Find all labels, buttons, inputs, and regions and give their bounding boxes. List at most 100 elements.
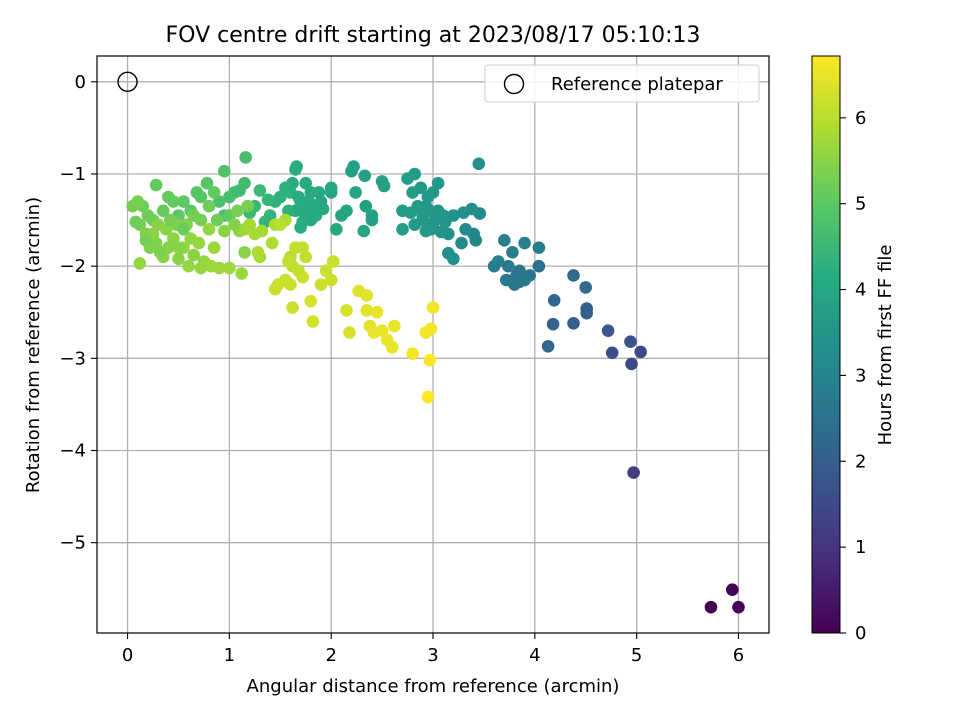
data-point	[282, 255, 295, 268]
data-point	[359, 199, 373, 213]
data-point	[634, 345, 647, 359]
data-point	[442, 246, 455, 260]
data-point	[261, 193, 275, 207]
data-point	[139, 234, 153, 247]
x-tick-label: 3	[427, 645, 438, 666]
data-point	[223, 261, 236, 275]
data-point	[447, 209, 460, 222]
chart-title: FOV centre drift starting at 2023/08/17 …	[166, 23, 701, 48]
legend: Reference platepar	[484, 64, 760, 103]
data-point	[625, 357, 638, 371]
x-tick-label: 0	[122, 645, 133, 666]
colorbar-tick-label: 5	[855, 194, 866, 215]
data-point	[207, 186, 221, 199]
data-point	[370, 305, 384, 319]
data-point	[304, 294, 318, 308]
x-tick-label: 5	[631, 645, 642, 666]
y-tick-label: −3	[59, 348, 86, 369]
colorbar-tick-label: 4	[855, 280, 866, 301]
data-point	[491, 255, 505, 268]
data-point	[207, 241, 221, 254]
colorbar-tick-label: 6	[855, 108, 866, 129]
data-point	[141, 209, 155, 222]
data-point	[423, 204, 437, 218]
data-point	[406, 347, 419, 361]
data-point	[419, 224, 433, 238]
data-point	[265, 236, 279, 250]
data-point	[294, 221, 307, 234]
data-point	[187, 248, 200, 262]
data-point	[251, 246, 265, 259]
data-point	[324, 273, 338, 287]
data-point	[177, 195, 190, 208]
data-point	[192, 236, 206, 250]
data-point	[212, 195, 226, 208]
data-point	[349, 186, 362, 199]
data-point	[314, 278, 328, 291]
data-point	[182, 259, 195, 273]
data-point	[167, 232, 180, 245]
legend-marker	[503, 73, 525, 95]
data-point	[365, 213, 379, 227]
data-point	[431, 176, 445, 190]
y-tick-label: −2	[59, 256, 86, 277]
colorbar-tick-label: 0	[855, 623, 866, 644]
legend-label: Reference platepar	[551, 74, 723, 95]
data-point	[286, 301, 299, 314]
colorbar-tick-label: 3	[855, 365, 866, 386]
colorbar-tick-label: 1	[855, 537, 866, 558]
data-point	[500, 273, 513, 287]
data-point	[605, 346, 619, 360]
data-point	[472, 157, 486, 171]
x-tick-label: 2	[325, 645, 336, 666]
x-tick-label: 4	[529, 645, 540, 666]
data-point	[704, 600, 718, 614]
y-axis-ticks: 0 −1 −2 −3 −4 −5	[59, 72, 97, 554]
data-point	[627, 466, 640, 479]
data-point	[518, 236, 531, 250]
y-axis-label: Rotation from reference (arcmin)	[23, 197, 44, 493]
data-point	[726, 583, 739, 596]
y-tick-label: −5	[59, 533, 86, 554]
x-tick-label: 6	[733, 645, 744, 666]
data-point	[547, 294, 561, 307]
data-point	[396, 223, 409, 236]
data-point	[299, 176, 313, 190]
data-point	[408, 218, 422, 231]
data-point	[423, 353, 437, 367]
data-point	[164, 213, 177, 227]
data-point	[274, 218, 287, 231]
data-point	[162, 190, 175, 204]
data-point	[153, 246, 167, 259]
x-tick-label: 1	[224, 645, 235, 666]
y-tick-label: −1	[59, 164, 86, 185]
data-point	[459, 223, 472, 236]
colorbar: 0 1 2 3 4 5 6 Hours from first FF file	[811, 55, 896, 644]
legend-box	[484, 64, 760, 103]
data-point	[546, 317, 560, 331]
data-point	[424, 322, 438, 336]
reference-marker	[117, 71, 138, 93]
data-point	[360, 304, 374, 317]
data-point	[194, 261, 208, 275]
data-point	[292, 190, 305, 204]
data-point	[238, 246, 251, 259]
data-point	[601, 324, 615, 338]
data-point	[218, 164, 231, 178]
colorbar-tick-label: 2	[855, 451, 866, 472]
data-point	[426, 301, 440, 314]
data-point	[330, 223, 343, 236]
data-point	[358, 169, 372, 183]
data-point	[241, 199, 254, 213]
data-point	[347, 160, 360, 173]
data-point	[129, 215, 142, 229]
data-point	[194, 213, 208, 227]
data-point	[532, 259, 546, 273]
data-point	[375, 324, 389, 338]
data-point	[133, 257, 147, 270]
data-point	[541, 340, 555, 353]
data-point	[177, 223, 190, 236]
data-point	[386, 341, 399, 354]
